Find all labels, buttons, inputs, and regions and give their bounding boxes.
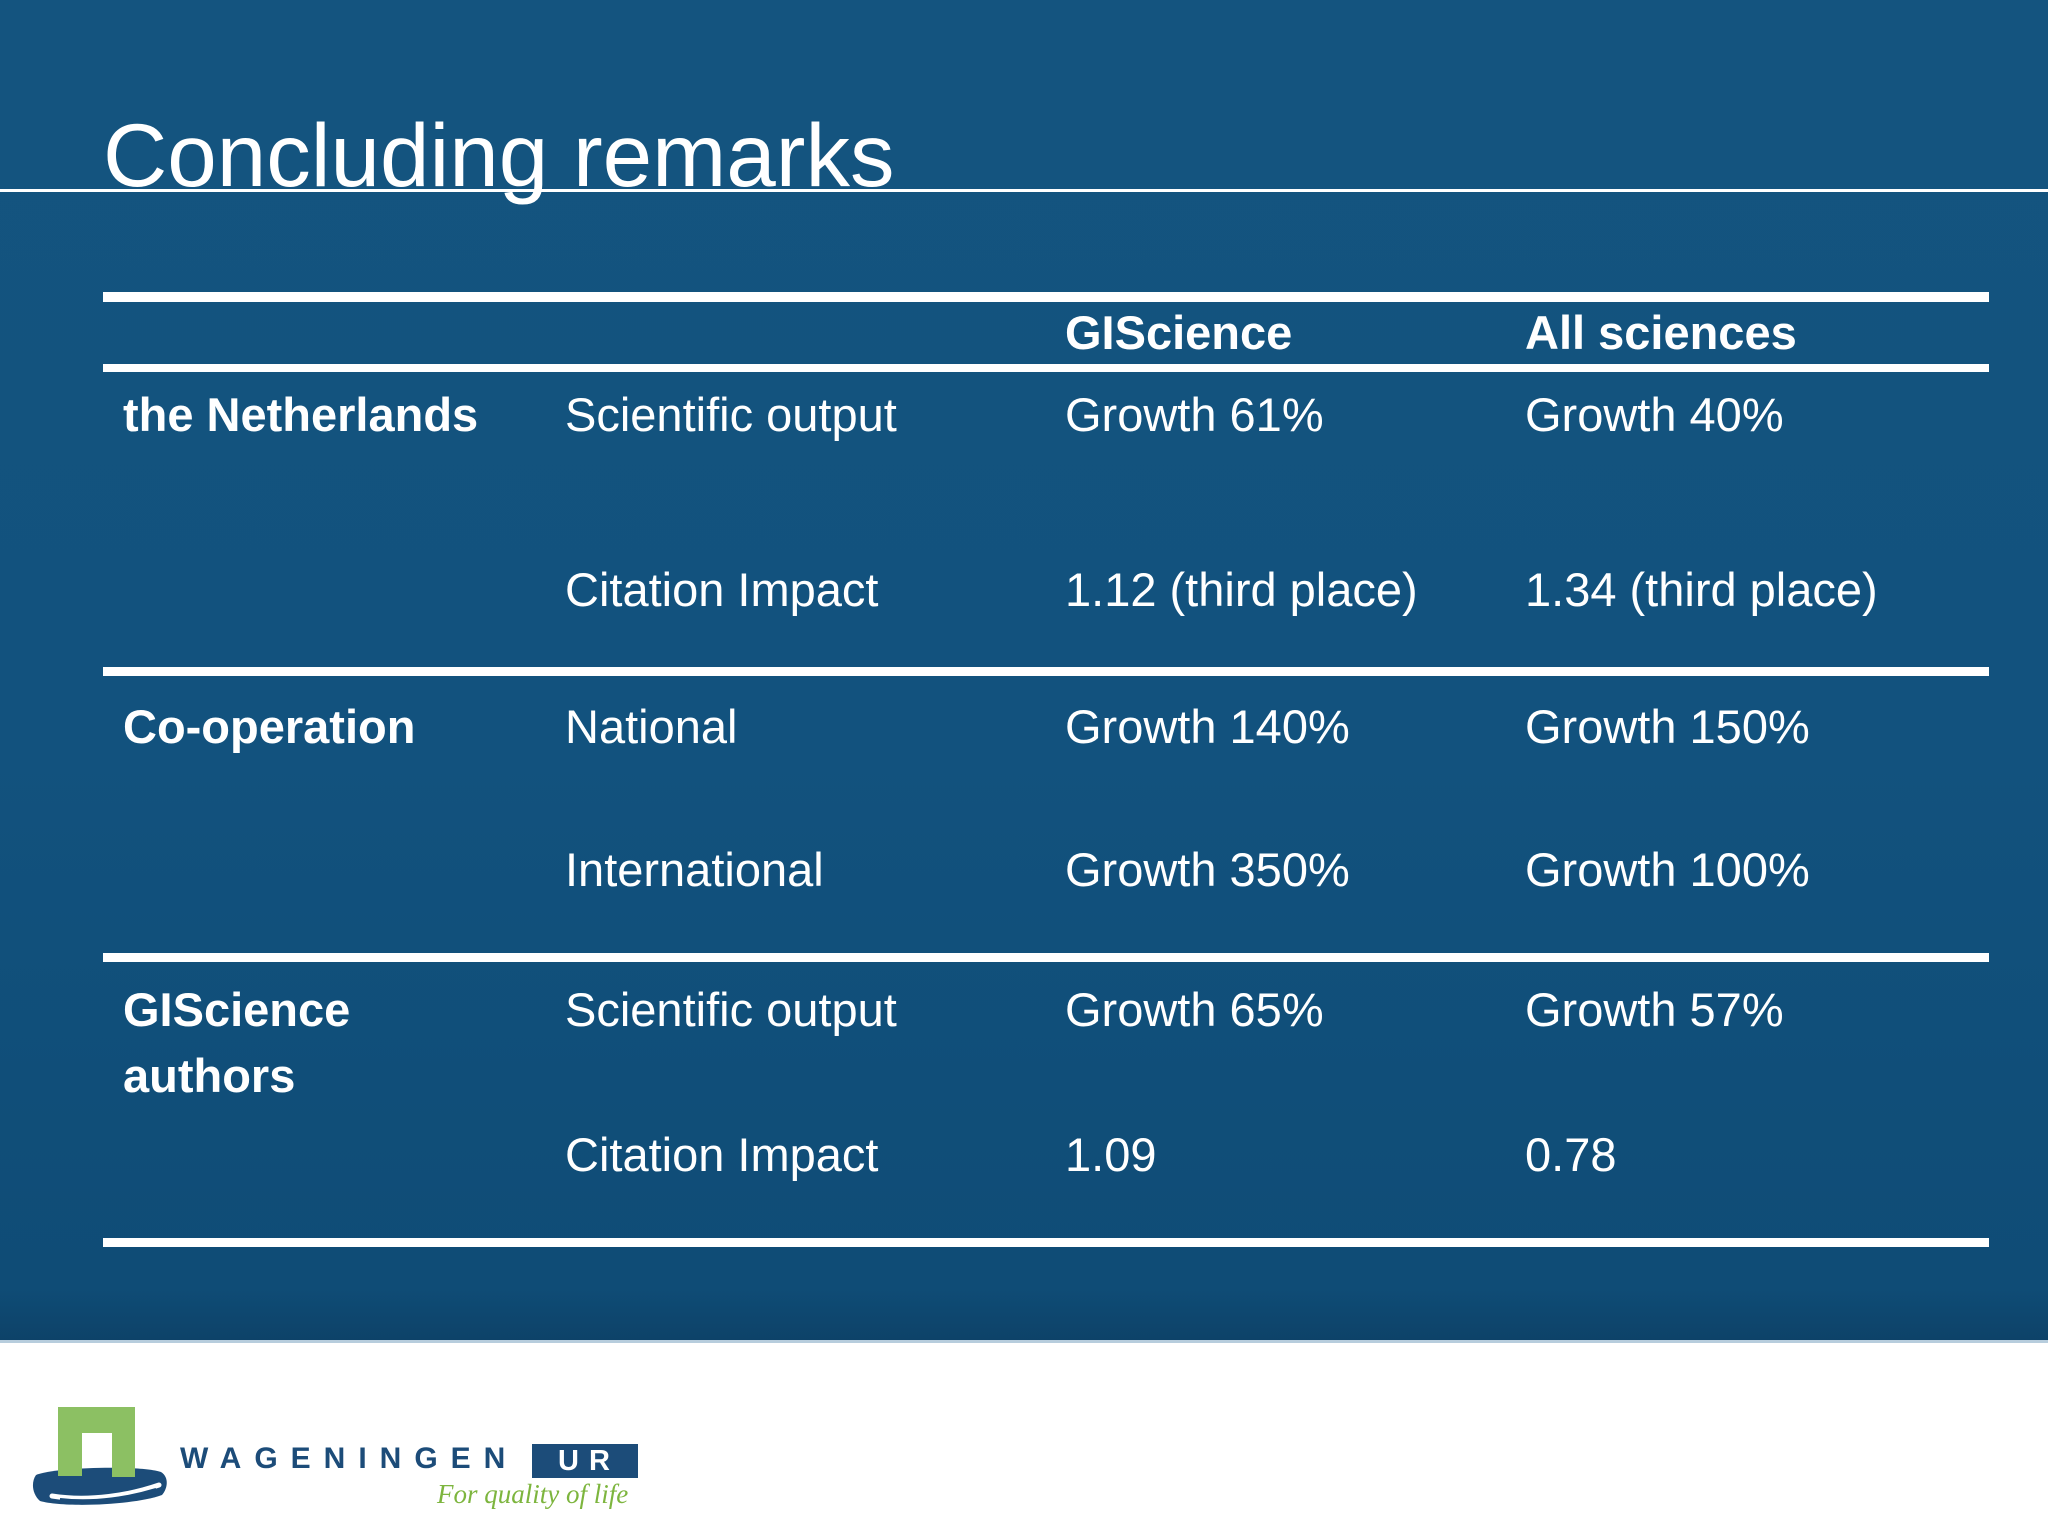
ur-badge-label: UR [558, 1445, 620, 1477]
all-sciences-value: Growth 57% [1525, 983, 1784, 1036]
row-category: the Netherlands [123, 388, 479, 441]
logo-arch-left-leg [58, 1407, 82, 1476]
giscience-value: Growth 65% [1065, 983, 1324, 1036]
row-metric: Citation Impact [565, 563, 879, 616]
table-header-divider [103, 364, 1989, 372]
table-row: Citation Impact 1.09 0.78 [103, 1127, 1989, 1197]
ur-badge: UR [532, 1444, 638, 1478]
giscience-value: Growth 61% [1065, 388, 1324, 441]
giscience-value: Growth 350% [1065, 843, 1350, 896]
all-sciences-value: 0.78 [1525, 1128, 1617, 1181]
page-title: Concluding remarks [103, 105, 895, 205]
table-border-bottom [103, 1238, 1989, 1247]
row-metric: National [565, 700, 738, 753]
all-sciences-value: Growth 100% [1525, 843, 1810, 896]
logo-swoosh-2 [59, 1488, 157, 1502]
table-row: the Netherlands Scientific output Growth… [103, 387, 1989, 457]
logo-arch-right-leg [112, 1407, 135, 1477]
column-header-all-sciences: All sciences [1525, 306, 1797, 359]
giscience-value: 1.09 [1065, 1128, 1157, 1181]
row-metric: International [565, 843, 824, 896]
table-row: International Growth 350% Growth 100% [103, 842, 1989, 912]
title-underline-rule [0, 189, 2048, 192]
row-category: Co-operation [123, 700, 416, 753]
all-sciences-value: 1.34 (third place) [1525, 563, 1878, 616]
wageningen-logo-icon [32, 1407, 167, 1505]
background-bottom-edge [0, 1340, 2048, 1343]
table-row: Citation Impact 1.12 (third place) 1.34 … [103, 562, 1989, 632]
table-row: GIScience authors Scientific output Grow… [103, 982, 1989, 1132]
logo-tagline: For quality of life [437, 1479, 629, 1509]
row-metric: Scientific output [565, 983, 897, 1036]
table-header-row: GIScience All sciences [103, 305, 1989, 375]
giscience-value: Growth 140% [1065, 700, 1350, 753]
row-category: GIScience authors [123, 983, 351, 1102]
column-header-giscience: GIScience [1065, 306, 1293, 359]
giscience-value: 1.12 (third place) [1065, 563, 1418, 616]
table-border-top [103, 292, 1989, 302]
table-row: Co-operation National Growth 140% Growth… [103, 699, 1989, 769]
row-metric: Scientific output [565, 388, 897, 441]
summary-table: GIScience All sciences the Netherlands S… [103, 292, 1989, 1252]
logo-swoosh [49, 1482, 162, 1501]
all-sciences-value: Growth 150% [1525, 700, 1810, 753]
row-metric: Citation Impact [565, 1128, 879, 1181]
table-section-divider-1 [103, 667, 1989, 676]
table-section-divider-2 [103, 953, 1989, 962]
all-sciences-value: Growth 40% [1525, 388, 1784, 441]
wageningen-wordmark: WAGENINGEN [180, 1442, 519, 1475]
